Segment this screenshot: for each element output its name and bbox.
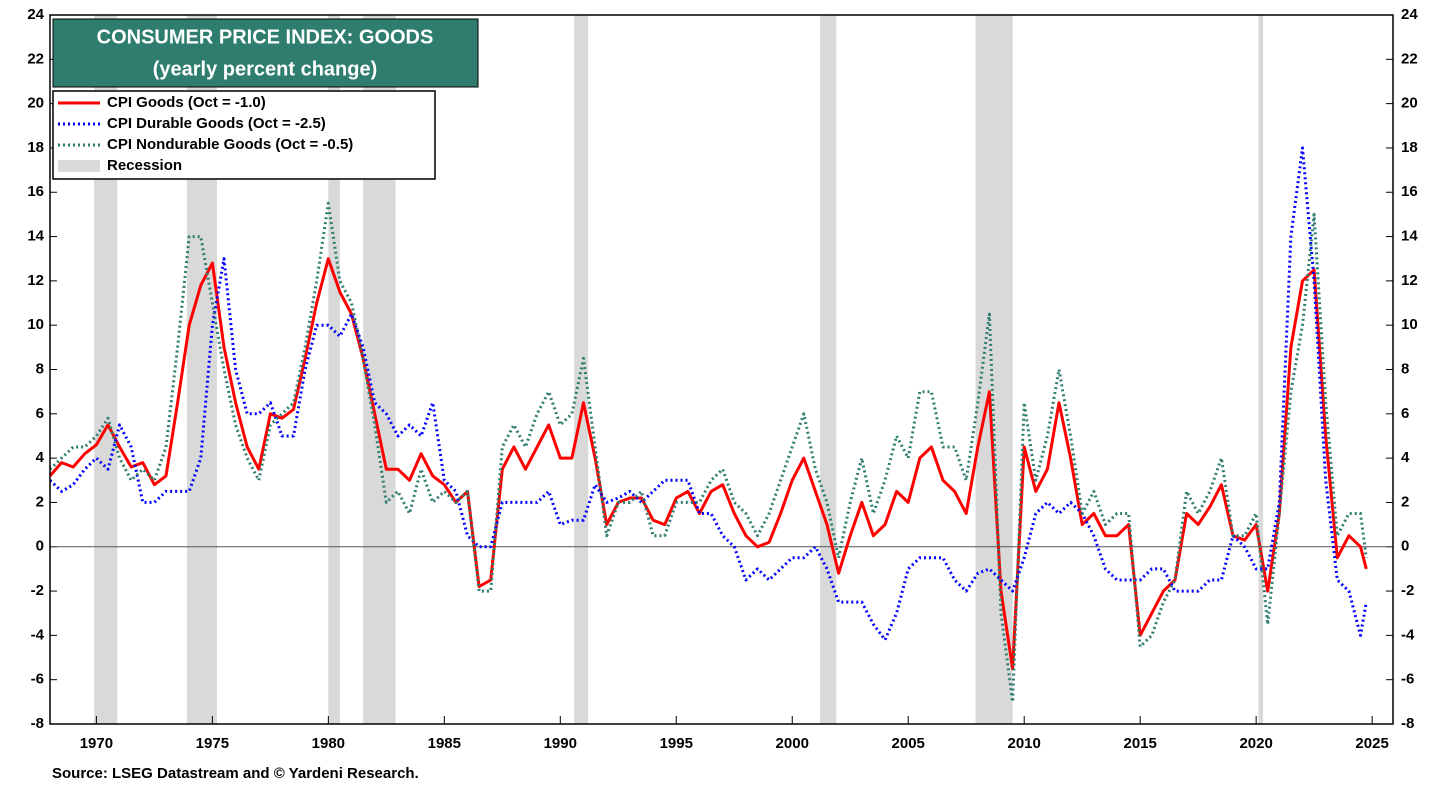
y-tick-label: 24 [27,6,44,23]
series-layer [48,146,1368,704]
x-tick-label: 1985 [428,735,461,752]
x-tick-label: 2020 [1239,735,1272,752]
y-tick-label: -8 [31,715,44,732]
y-tick-label: 14 [27,228,44,245]
legend-label: CPI Goods (Oct = -1.0) [107,94,266,111]
x-tick-label: 2005 [892,735,925,752]
y2-tick-label: 16 [1401,183,1418,200]
y2-tick-label: -6 [1401,671,1414,688]
y-tick-label: -4 [31,626,45,643]
y-tick-label: 12 [27,272,44,289]
x-tick-label: 1995 [660,735,693,752]
axis-layer: -8-6-4-2024681012141618202224-8-6-4-2024… [27,6,1418,752]
y-tick-label: 16 [27,183,44,200]
x-tick-label: 2000 [776,735,809,752]
y2-tick-label: 24 [1401,6,1418,23]
x-tick-label: 2010 [1008,735,1041,752]
y-tick-label: -2 [31,582,44,599]
x-tick-label: 2015 [1123,735,1156,752]
recession-band [574,15,589,724]
y-tick-label: 22 [27,50,44,67]
series-line [48,257,1368,671]
y-tick-label: 2 [36,493,44,510]
y2-tick-label: 12 [1401,272,1418,289]
y2-tick-label: 4 [1401,449,1410,466]
x-tick-label: 1975 [196,735,229,752]
y-tick-label: 10 [27,316,44,333]
y2-tick-label: 6 [1401,405,1409,422]
x-tick-label: 1980 [312,735,345,752]
chart-subtitle: (yearly percent change) [153,58,378,80]
recession-band [820,15,837,724]
source-note: Source: LSEG Datastream and © Yardeni Re… [52,765,419,782]
y-tick-label: 0 [36,538,44,555]
recession-band [328,15,340,724]
series-line [48,201,1368,704]
y2-tick-label: -8 [1401,715,1414,732]
y2-tick-label: 22 [1401,50,1418,67]
y2-tick-label: 10 [1401,316,1418,333]
chart-title: CONSUMER PRICE INDEX: GOODS [97,26,434,48]
y2-tick-label: 0 [1401,538,1409,555]
legend-label: Recession [107,157,182,174]
y-tick-label: 18 [27,139,44,156]
plot-frame [49,14,1394,725]
legend-label: CPI Nondurable Goods (Oct = -0.5) [107,136,353,153]
x-tick-label: 1970 [80,735,113,752]
y2-tick-label: -4 [1401,626,1415,643]
y2-tick-label: 2 [1401,493,1409,510]
x-tick-label: 2025 [1355,735,1388,752]
y-tick-label: 6 [36,405,44,422]
y-tick-label: -6 [31,671,44,688]
series-line [48,146,1368,642]
y-tick-label: 8 [36,360,44,377]
y2-tick-label: 18 [1401,139,1418,156]
y2-tick-label: 8 [1401,360,1409,377]
legend: CPI Goods (Oct = -1.0) CPI Durable Goods … [58,94,353,174]
legend-label: CPI Durable Goods (Oct = -2.5) [107,115,326,132]
x-tick-label: 1990 [544,735,577,752]
y2-tick-label: 20 [1401,95,1418,112]
title-box [52,18,479,88]
y2-tick-label: 14 [1401,228,1418,245]
y2-tick-label: -2 [1401,582,1414,599]
y-tick-label: 20 [27,95,44,112]
legend-box [52,90,436,180]
y-tick-label: 4 [36,449,45,466]
recession-band [1258,15,1264,724]
legend-swatch [58,160,100,172]
recession-band [975,15,1013,724]
